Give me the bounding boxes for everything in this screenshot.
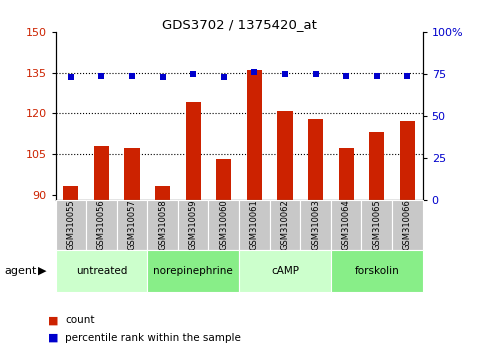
Text: count: count bbox=[65, 315, 95, 325]
Text: GSM310065: GSM310065 bbox=[372, 199, 381, 250]
Text: ■: ■ bbox=[48, 315, 59, 325]
Bar bbox=[216, 159, 231, 200]
Text: GSM310059: GSM310059 bbox=[189, 199, 198, 250]
Point bbox=[312, 71, 319, 77]
Bar bbox=[56, 200, 86, 250]
Bar bbox=[277, 110, 293, 200]
Text: forskolin: forskolin bbox=[355, 266, 399, 276]
Bar bbox=[239, 200, 270, 250]
Bar bbox=[56, 250, 147, 292]
Bar bbox=[63, 187, 78, 200]
Bar bbox=[209, 200, 239, 250]
Text: GSM310058: GSM310058 bbox=[158, 199, 167, 250]
Text: norepinephrine: norepinephrine bbox=[153, 266, 233, 276]
Point bbox=[98, 73, 105, 79]
Text: GSM310060: GSM310060 bbox=[219, 199, 228, 250]
Bar bbox=[270, 200, 300, 250]
Point bbox=[281, 71, 289, 77]
Text: untreated: untreated bbox=[76, 266, 127, 276]
Bar bbox=[369, 132, 384, 200]
Point bbox=[342, 73, 350, 79]
Point bbox=[403, 73, 411, 79]
Text: percentile rank within the sample: percentile rank within the sample bbox=[65, 333, 241, 343]
Point bbox=[189, 71, 197, 77]
Bar bbox=[239, 250, 331, 292]
Text: GSM310055: GSM310055 bbox=[66, 199, 75, 250]
Bar bbox=[339, 148, 354, 200]
Point bbox=[251, 69, 258, 75]
Bar bbox=[117, 200, 147, 250]
Point bbox=[67, 74, 75, 80]
Point bbox=[159, 74, 167, 80]
Bar bbox=[178, 200, 209, 250]
Bar bbox=[361, 200, 392, 250]
Bar bbox=[86, 200, 117, 250]
Text: GSM310056: GSM310056 bbox=[97, 199, 106, 250]
Text: cAMP: cAMP bbox=[271, 266, 299, 276]
Bar bbox=[247, 70, 262, 200]
Text: GSM310064: GSM310064 bbox=[341, 199, 351, 250]
Bar bbox=[331, 200, 361, 250]
Title: GDS3702 / 1375420_at: GDS3702 / 1375420_at bbox=[162, 18, 316, 31]
Bar bbox=[185, 102, 201, 200]
Bar bbox=[125, 148, 140, 200]
Point bbox=[220, 74, 227, 80]
Bar bbox=[392, 200, 423, 250]
Text: GSM310061: GSM310061 bbox=[250, 199, 259, 250]
Text: ▶: ▶ bbox=[38, 266, 46, 276]
Bar bbox=[155, 187, 170, 200]
Text: GSM310063: GSM310063 bbox=[311, 199, 320, 250]
Bar bbox=[147, 200, 178, 250]
Text: ■: ■ bbox=[48, 333, 59, 343]
Text: GSM310057: GSM310057 bbox=[128, 199, 137, 250]
Text: agent: agent bbox=[5, 266, 37, 276]
Bar bbox=[94, 146, 109, 200]
Text: GSM310066: GSM310066 bbox=[403, 199, 412, 250]
Bar bbox=[331, 250, 423, 292]
Bar bbox=[400, 121, 415, 200]
Point bbox=[373, 73, 381, 79]
Text: GSM310062: GSM310062 bbox=[281, 199, 289, 250]
Bar bbox=[308, 119, 323, 200]
Bar bbox=[300, 200, 331, 250]
Point bbox=[128, 73, 136, 79]
Bar bbox=[147, 250, 239, 292]
